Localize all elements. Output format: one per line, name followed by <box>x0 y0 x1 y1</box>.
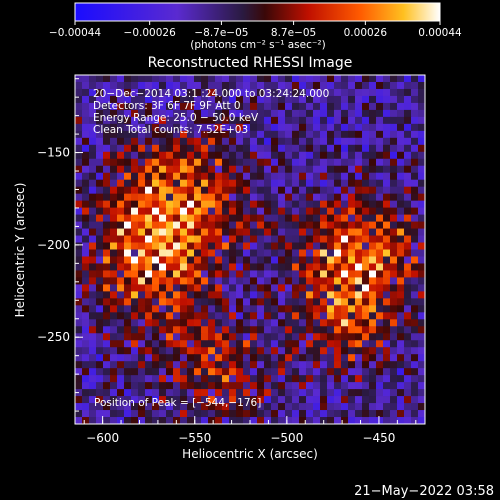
x-tick-label: −550 <box>178 431 211 445</box>
colorbar-tick-label: −0.00026 <box>124 27 177 39</box>
x-tick-label: −450 <box>362 431 395 445</box>
heatmap-image <box>75 75 426 425</box>
x-tick-label: −500 <box>270 431 303 445</box>
colorbar-tick-label: 0.00044 <box>418 27 462 39</box>
colorbar-tick-label: −8.7e−05 <box>194 27 248 39</box>
colorbar: −0.00044 −0.00026 −8.7e−05 8.7e−05 0.00026 0.… <box>49 2 462 51</box>
colorbar-tick-label: 8.7e−05 <box>271 27 316 39</box>
colorbar-tick-label: −0.00044 <box>49 27 102 39</box>
info-time-range: 20−Dec−2014 03:1 :24.000 to 03:24:24.000 <box>93 88 329 100</box>
info-counts: Clean Total counts: 7.52E+03 <box>93 124 248 136</box>
x-tick-label: −600 <box>86 431 119 445</box>
y-tick-label: −150 <box>37 146 70 160</box>
y-tick-label: −200 <box>37 238 70 252</box>
timestamp: 21−May−2022 03:58 <box>354 484 494 499</box>
x-axis-ticks: −600 −550 −500 −450 <box>83 416 417 445</box>
peak-position-label: Position of Peak = [−544,−176] <box>94 397 261 409</box>
y-axis-label: Heliocentric Y (arcsec) <box>13 183 27 318</box>
colorbar-ticks: −0.00044 −0.00026 −8.7e−05 8.7e−05 0.00026 0.… <box>49 21 462 39</box>
colorbar-units-label: (photons cm⁻² s⁻¹ asec⁻²) <box>190 39 325 51</box>
y-axis-ticks: −150 −200 −250 <box>37 78 83 412</box>
info-detectors: Detectors: 3F 6F 7F 9F Att 0 <box>93 100 241 112</box>
chart-title: Reconstructed RHESSI Image <box>148 55 353 71</box>
x-axis-label: Heliocentric X (arcsec) <box>182 447 318 461</box>
colorbar-tick-label: 0.00026 <box>344 27 388 39</box>
info-panel: 20−Dec−2014 03:1 :24.000 to 03:24:24.000… <box>93 88 329 136</box>
y-tick-label: −250 <box>37 330 70 344</box>
colorbar-strip <box>74 2 441 22</box>
info-energy-range: Energy Range: 25.0 − 50.0 keV <box>93 112 259 124</box>
